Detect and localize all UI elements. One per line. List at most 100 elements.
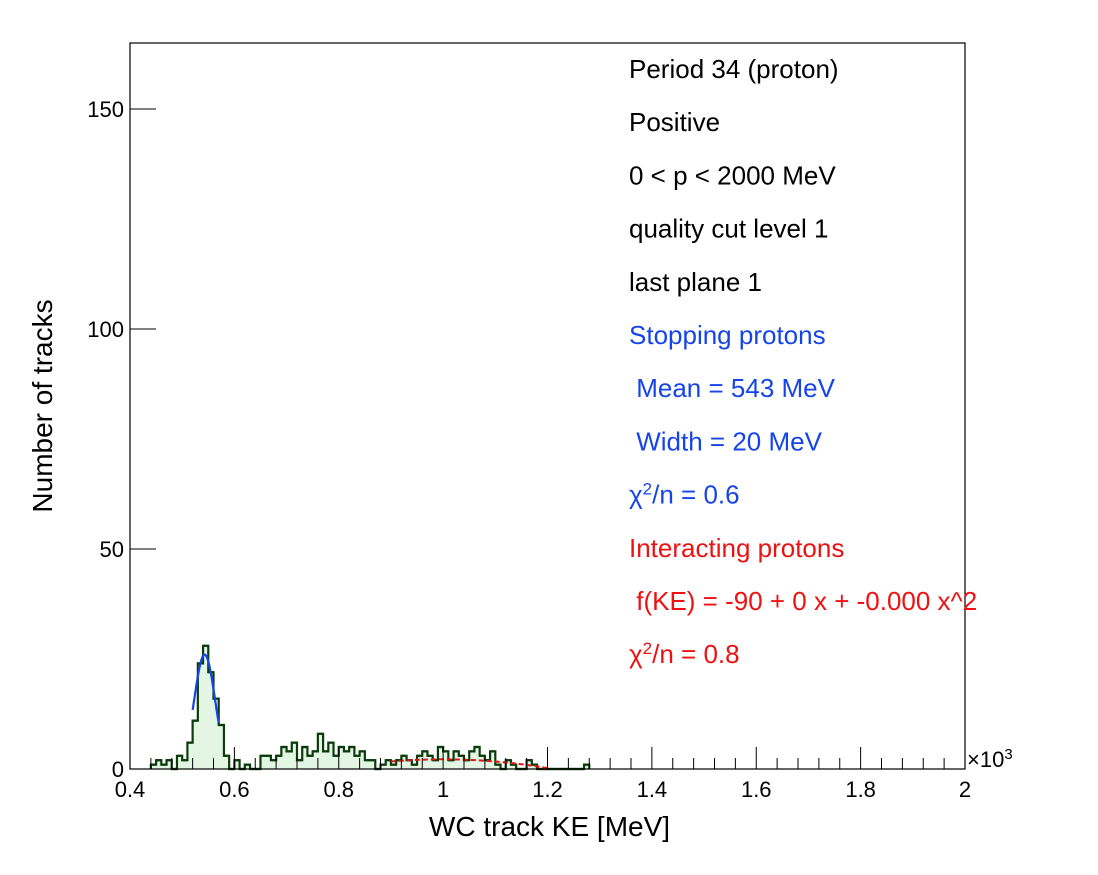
histogram-bin-fill <box>390 764 397 769</box>
annotation-line: χ2/n = 0.8 <box>629 639 740 670</box>
histogram-bin-fill <box>484 760 491 769</box>
annotation-text: χ <box>629 639 643 669</box>
annotation-text: Interacting protons <box>629 533 844 563</box>
histogram-bin-fill <box>359 751 365 769</box>
annotation-text: f(KE) = -90 + 0 x + -0.000 x^2 <box>629 586 977 616</box>
histogram-bin-fill <box>495 764 501 769</box>
histogram-bin-fill <box>396 760 402 769</box>
annotation-line: Interacting protons <box>629 533 844 563</box>
histogram-bin-fill <box>265 755 271 769</box>
histogram-bin-fill <box>401 755 407 769</box>
histogram-bin-fill <box>203 645 209 769</box>
y-tick-label: 150 <box>87 97 124 122</box>
histogram-bin-fill <box>354 755 360 769</box>
annotation-text: Stopping protons <box>629 320 826 350</box>
histogram-bin-fill <box>166 760 172 769</box>
histogram-bin-fill <box>417 755 423 769</box>
annotation-line: last plane 1 <box>629 267 762 297</box>
histogram-bin-fill <box>291 742 297 769</box>
x-tick-label: 0.4 <box>115 777 146 802</box>
histogram-bin-fill <box>218 725 224 769</box>
histogram-bin-fill <box>364 760 371 769</box>
histogram-bin-fill <box>161 764 167 769</box>
x-tick-label: 1.2 <box>532 777 563 802</box>
annotation-text: quality cut level 1 <box>629 214 828 244</box>
histogram-bin-fill <box>197 663 204 769</box>
histogram-bin-fill <box>490 751 496 769</box>
y-tick-label: 0 <box>112 757 124 782</box>
annotation-text: χ <box>629 480 643 510</box>
histogram-bin-fill <box>343 751 350 769</box>
histogram-bin-fill <box>150 764 157 769</box>
histogram-bin-fill <box>223 755 230 769</box>
annotation-line: Stopping protons <box>629 320 826 350</box>
annotation-text: Positive <box>629 107 720 137</box>
x-multiplier-base: ×10 <box>967 747 1004 772</box>
histogram-bin-fill <box>208 672 214 769</box>
annotations-block: Period 34 (proton) Positive 0 < p < 2000 M… <box>629 54 977 669</box>
axis-ticks-layer <box>129 108 966 770</box>
fit-curves-layer <box>191 653 548 770</box>
histogram-bin-fill <box>234 760 240 769</box>
annotation-line: Width = 20 MeV <box>629 426 823 456</box>
x-tick-label: 1 <box>437 777 449 802</box>
histogram-bin-fill <box>333 755 339 769</box>
histogram-bin-fill <box>464 760 470 769</box>
histogram-bin-fill <box>302 747 308 769</box>
histogram-bin-fill <box>307 755 313 769</box>
annotation-text: Width = 20 MeV <box>629 426 823 456</box>
histogram-bin-fill <box>448 760 454 769</box>
histogram-bin-fill <box>192 720 198 769</box>
histogram-bin-fill <box>297 760 303 769</box>
annotation-text: Period 34 (proton) <box>629 54 839 84</box>
x-tick-label: 0.8 <box>323 777 354 802</box>
histogram-bin-fill <box>176 755 183 769</box>
x-tick-label: 1.8 <box>845 777 876 802</box>
histogram-bin-fill <box>213 698 219 769</box>
annotation-text-suffix: /n = 0.8 <box>652 639 739 669</box>
plot-frame <box>129 42 966 770</box>
x-tick-label: 0.6 <box>219 777 250 802</box>
annotation-line: Period 34 (proton) <box>629 54 839 84</box>
histogram-bin-fill <box>427 755 433 769</box>
x-axis-multiplier: ×103 <box>967 746 1013 773</box>
annotation-superscript: 2 <box>643 479 652 498</box>
x-tick-label: 1.4 <box>637 777 668 802</box>
histogram-bin-fill <box>182 760 188 769</box>
y-tick-label: 50 <box>100 537 124 562</box>
histogram-bin-fill <box>281 747 287 769</box>
annotation-text: Mean = 543 MeV <box>629 373 836 403</box>
annotation-line: χ2/n = 0.6 <box>629 479 740 510</box>
histogram-bin-fill <box>244 764 251 769</box>
histogram-bin-fill <box>276 755 282 769</box>
x-tick-label: 2 <box>959 777 971 802</box>
histogram-bin-fill <box>584 764 590 769</box>
annotation-superscript: 2 <box>643 639 652 658</box>
histogram-bin-fill <box>312 751 318 769</box>
histogram-bin-fill <box>479 755 485 769</box>
annotation-line: 0 < p < 2000 MeV <box>629 160 836 190</box>
histogram-bin-fill <box>338 747 344 769</box>
histogram-bin-fill <box>286 751 292 769</box>
histogram-bin-fill <box>474 747 480 769</box>
histogram-bin-fill <box>385 760 391 769</box>
stopping-fit-curve <box>191 653 220 724</box>
interacting-fit-curve <box>390 758 548 770</box>
annotation-text: last plane 1 <box>629 267 762 297</box>
histogram-bin-fill <box>510 764 517 769</box>
histogram-bin-fill <box>406 760 412 769</box>
y-axis-title: Number of tracks <box>27 299 58 512</box>
x-axis-title: WC track KE [MeV] <box>429 811 670 842</box>
histogram-bin-fill <box>458 755 464 769</box>
histogram-bin-fill <box>432 760 438 769</box>
histogram-bin-fill <box>370 760 376 769</box>
histogram-bin-fill <box>323 751 329 769</box>
annotation-line: f(KE) = -90 + 0 x + -0.000 x^2 <box>629 586 977 616</box>
histogram-bin-fill <box>156 760 162 769</box>
histogram-bin-fill <box>505 760 511 769</box>
histogram-bin-fill <box>437 747 444 769</box>
annotation-text-suffix: /n = 0.6 <box>652 480 739 510</box>
x-multiplier-exponent: 3 <box>1004 746 1012 763</box>
histogram-bin-fill <box>443 751 449 769</box>
